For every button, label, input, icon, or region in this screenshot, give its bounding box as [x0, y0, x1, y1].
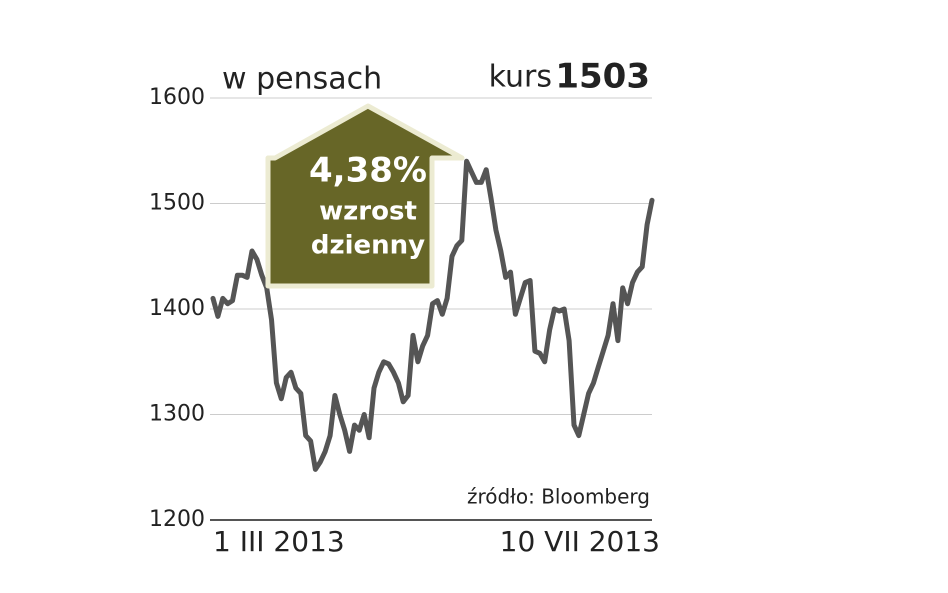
- x-tick-label: 10 VII 2013: [500, 525, 660, 558]
- current-label: kurs: [489, 60, 552, 95]
- arrow-badge: [265, 103, 465, 289]
- y-tick-label: 1400: [149, 296, 205, 321]
- y-tick-label: 1600: [149, 85, 205, 110]
- badge-text: wzrost: [319, 197, 417, 227]
- x-tick-label: 1 III 2013: [213, 525, 345, 558]
- y-axis-label: w pensach: [222, 62, 382, 97]
- badge-text: dzienny: [311, 231, 425, 261]
- badge-text: 4,38%: [309, 151, 427, 191]
- current-value: 1503: [555, 57, 650, 97]
- plot: 1200 1300 1400 1500 1600 1 III 2013 10 VII 201…: [149, 85, 660, 558]
- price-line: [210, 158, 655, 472]
- y-tick-label: 1300: [149, 402, 205, 427]
- source: źródło: Bloomberg: [467, 485, 650, 509]
- y-tick-label: 1200: [149, 507, 205, 532]
- y-tick-label: 1500: [149, 191, 205, 216]
